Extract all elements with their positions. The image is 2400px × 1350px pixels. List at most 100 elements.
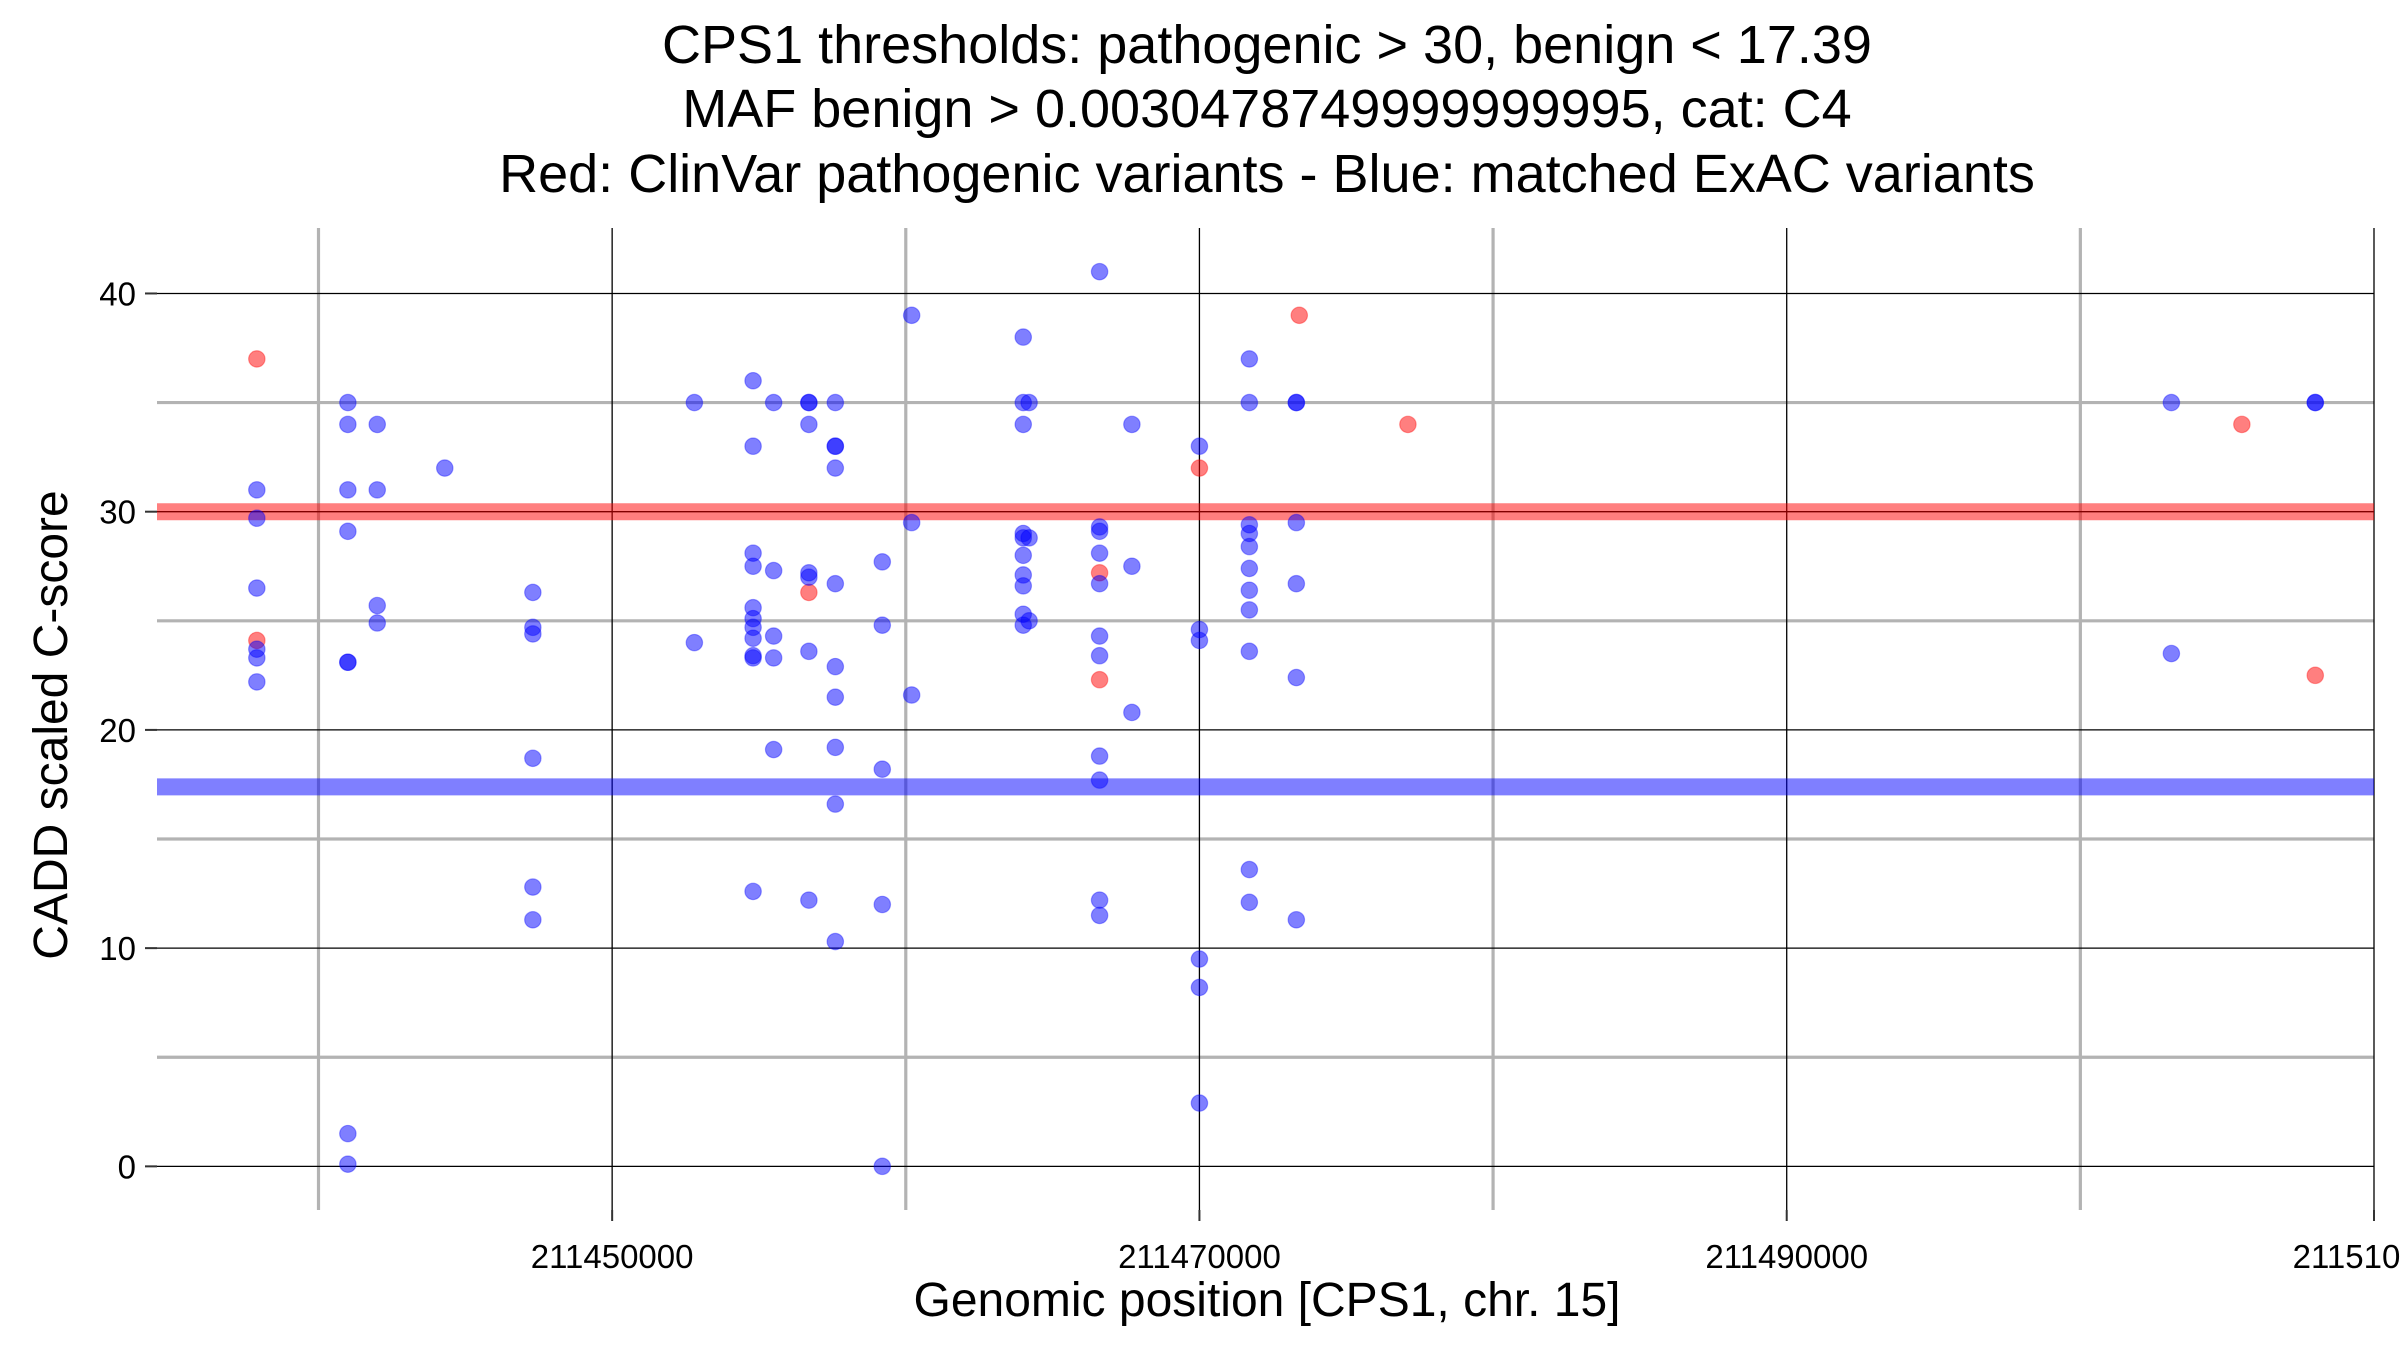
- major-gridlines: [157, 228, 2375, 1210]
- exac-variant-point: [685, 633, 704, 652]
- exac-variant-point: [1123, 703, 1141, 722]
- exac-variant-point: [1240, 601, 1259, 619]
- exac-variant-point: [685, 393, 704, 412]
- exac-variant-point: [1240, 581, 1259, 600]
- exac-variant-point: [902, 686, 921, 704]
- clinvar-pathogenic-point: [248, 350, 266, 368]
- clinvar-pathogenic-point: [2233, 415, 2251, 434]
- exac-variant-point: [873, 553, 892, 571]
- exac-variant-point: [1190, 437, 1209, 456]
- exac-variant-point: [873, 760, 892, 778]
- exac-variant-point: [826, 393, 845, 412]
- exac-variant-point: [826, 795, 845, 813]
- exac-variant-point: [339, 1124, 357, 1143]
- exac-variant-point: [1190, 1094, 1209, 1112]
- exac-variant-point: [744, 437, 762, 456]
- exac-variant-point: [873, 616, 892, 634]
- title-line-1: CPS1 thresholds: pathogenic > 30, benign…: [662, 15, 1872, 75]
- exac-variant-point: [1090, 627, 1109, 645]
- exac-variant-point: [800, 393, 818, 412]
- exac-variant-point: [1240, 559, 1259, 578]
- exac-variant-point: [744, 371, 762, 390]
- exac-variant-point: [1014, 328, 1033, 346]
- exac-variant-point: [524, 625, 542, 643]
- exac-variant-point: [248, 673, 266, 691]
- exac-variant-point: [1240, 642, 1259, 661]
- title-line-2: MAF benign > 0.0030478749999999995, cat:…: [682, 79, 1851, 139]
- exac-variant-point: [1020, 393, 1038, 412]
- exac-variant-point: [1090, 262, 1109, 281]
- data-points: [248, 262, 2325, 1176]
- exac-variant-point: [1240, 350, 1259, 368]
- exac-variant-point: [800, 415, 818, 434]
- exac-variant-point: [873, 895, 892, 914]
- y-tick-label: 20: [99, 712, 136, 749]
- exac-variant-point: [2306, 393, 2325, 412]
- exac-variant-point: [764, 740, 783, 759]
- exac-variant-point: [1020, 529, 1038, 547]
- minor-gridlines: [157, 228, 2374, 1210]
- exac-variant-point: [248, 481, 266, 499]
- exac-variant-point: [1090, 646, 1109, 665]
- y-tick-label: 30: [99, 494, 136, 531]
- exac-variant-point: [902, 513, 921, 532]
- exac-variant-point: [1240, 393, 1259, 412]
- y-axis: 0 10 20 30 40: [99, 275, 157, 1185]
- clinvar-pathogenic-point: [800, 583, 818, 602]
- exac-variant-point: [1287, 574, 1306, 593]
- exac-variant-point: [339, 522, 357, 541]
- exac-variant-point: [1287, 910, 1306, 929]
- exac-variant-point: [339, 481, 357, 499]
- exac-variant-point: [368, 415, 387, 434]
- exac-variant-point: [1123, 415, 1141, 434]
- chart-title: CPS1 thresholds: pathogenic > 30, benign…: [499, 15, 2035, 204]
- exac-variant-point: [1240, 537, 1259, 556]
- exac-variant-point: [764, 393, 783, 412]
- exac-variant-point: [800, 891, 818, 909]
- exac-variant-point: [1240, 893, 1259, 912]
- exac-variant-point: [339, 1155, 357, 1173]
- exac-variant-point: [764, 627, 783, 645]
- exac-variant-point: [800, 642, 818, 661]
- exac-variant-point: [873, 1157, 892, 1176]
- exac-variant-point: [1090, 544, 1109, 562]
- x-tick-label: 211510000: [2293, 1238, 2400, 1275]
- exac-variant-point: [1090, 522, 1109, 541]
- x-axis-title: Genomic position [CPS1, chr. 15]: [913, 1274, 1620, 1327]
- exac-variant-point: [1090, 771, 1109, 789]
- exac-variant-point: [744, 557, 762, 576]
- exac-variant-point: [744, 649, 762, 667]
- x-tick-label: 211450000: [531, 1238, 694, 1275]
- exac-variant-point: [1090, 747, 1109, 765]
- exac-variant-point: [524, 749, 542, 768]
- exac-variant-point: [764, 561, 783, 580]
- clinvar-pathogenic-point: [1190, 459, 1209, 477]
- exac-variant-point: [339, 393, 357, 412]
- exac-variant-point: [1287, 393, 1306, 412]
- exac-variant-point: [1090, 574, 1109, 593]
- exac-variant-point: [2162, 393, 2181, 412]
- exac-variant-point: [1287, 668, 1306, 687]
- exac-variant-point: [826, 738, 845, 757]
- exac-variant-point: [2162, 644, 2181, 663]
- x-tick-label: 211490000: [1705, 1238, 1868, 1275]
- exac-variant-point: [524, 878, 542, 896]
- threshold-lines: [157, 503, 2374, 796]
- clinvar-pathogenic-point: [2306, 666, 2325, 685]
- exac-variant-point: [248, 579, 266, 597]
- exac-variant-point: [248, 509, 266, 528]
- exac-variant-point: [826, 437, 845, 456]
- exac-variant-point: [1014, 415, 1033, 434]
- exac-variant-point: [764, 649, 783, 667]
- clinvar-pathogenic-point: [1399, 415, 1417, 434]
- exac-variant-point: [826, 932, 845, 951]
- exac-variant-point: [902, 306, 921, 325]
- exac-variant-point: [435, 459, 454, 477]
- exac-variant-point: [368, 481, 387, 499]
- exac-variant-point: [1190, 631, 1209, 650]
- exac-variant-point: [1240, 860, 1259, 879]
- y-axis-title: CADD scaled C-score: [25, 490, 78, 959]
- exac-variant-point: [248, 649, 266, 667]
- exac-variant-point: [744, 629, 762, 648]
